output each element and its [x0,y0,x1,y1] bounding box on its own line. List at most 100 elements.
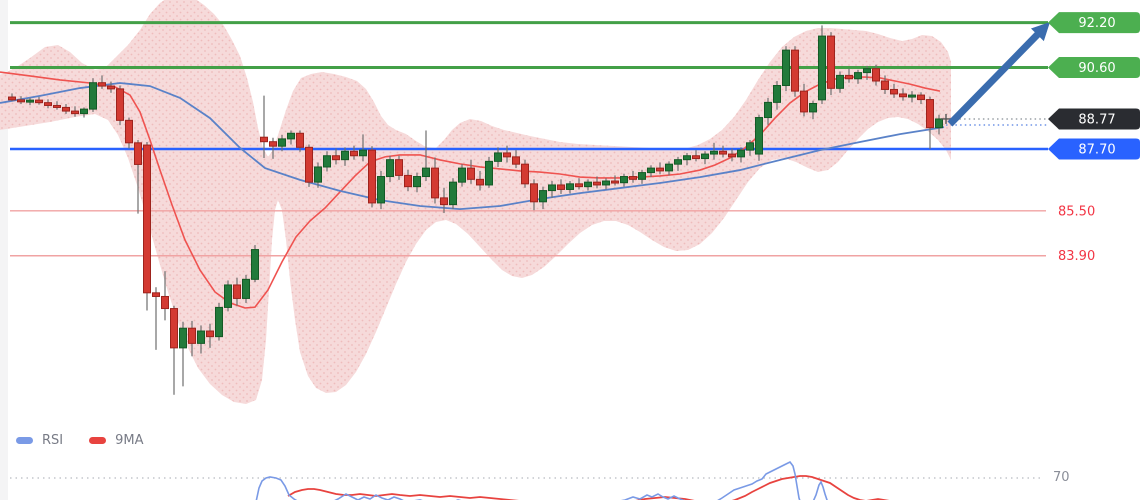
candle-down [8,96,16,101]
ma-line-slow-blue [0,82,945,211]
candle-down [143,144,151,294]
candle-down [269,141,277,147]
price-tag-92.20[interactable] [1048,12,1140,34]
candle-down [53,104,61,108]
candle-up [683,155,691,161]
candle-down [629,176,637,180]
candle-up [602,180,610,186]
candle-up [773,85,781,103]
legend-item-rsi[interactable]: RSI [16,433,63,448]
rsi-line [255,460,828,500]
candle-up [224,284,232,308]
candle-down [260,136,268,143]
price-label-83.90: 83.90 [1058,249,1095,264]
candle-down [530,183,538,203]
candle-down [98,82,106,87]
candle-up [314,166,322,183]
candle-down [512,156,520,165]
trend-arrow-head[interactable] [1030,22,1050,42]
candle-down [431,167,439,199]
candle-down [350,150,358,157]
candle-up [278,138,286,147]
trend-arrow[interactable] [947,31,1041,127]
candle-up [584,181,592,188]
candle-down [575,183,583,188]
candle-up [746,142,754,151]
candle-up [359,149,367,157]
candle-up [422,167,430,178]
candle-up [782,49,790,87]
candle-down [152,292,160,297]
candle-down [305,146,313,183]
price-label-85.50: 85.50 [1058,204,1095,219]
candle-up [494,152,502,162]
price-tag-88.77[interactable] [1048,108,1140,130]
candle-down [233,284,241,299]
candle-down [656,167,664,172]
candle-down [845,74,853,80]
candle-up [701,153,709,160]
candle-up [674,159,682,165]
candle-up [863,68,871,74]
candle-up [485,160,493,186]
candle-up [908,94,916,98]
candle-down [71,110,79,115]
candle-down [827,35,835,89]
candle-up [854,72,862,80]
candle-up [737,149,745,158]
candle-up [449,181,457,206]
bollinger-band-area [0,0,951,404]
candle-down [170,308,178,349]
candle-down [395,159,403,176]
candle-down [62,106,70,112]
candle-up [242,278,250,299]
candle-down [404,174,412,188]
candle-down [161,295,169,310]
candle-down [134,142,142,165]
candle-down [107,85,115,90]
nine-ma-legend-label: 9MA [115,433,144,448]
candle-down [206,330,214,338]
candle-up [836,74,844,89]
candle-down [890,88,898,95]
candle-up [539,190,547,203]
legend-item-9ma[interactable]: 9MA [89,433,144,448]
candle-down [557,184,565,190]
price-tag-label-88.77: 88.77 [1078,112,1115,127]
candle-down [692,155,700,160]
candle-up [215,306,223,338]
rsi-9ma-line [287,475,890,500]
candle-up [566,183,574,190]
candle-up [89,82,97,110]
candle-up [665,163,673,172]
candle-up [323,155,331,168]
candle-down [296,132,304,148]
candle-up [80,108,88,115]
price-tag-label-92.20: 92.20 [1078,16,1115,31]
candle-down [467,167,475,180]
candlestick-series [8,25,943,395]
candle-down [881,80,889,90]
candle-up [809,102,817,113]
candle-down [611,180,619,184]
candle-up [638,172,646,180]
candle-down [332,155,340,161]
candle-up [341,150,349,161]
price-tag-87.70[interactable] [1048,138,1140,160]
price-tag-90.60[interactable] [1048,57,1140,79]
candle-up [764,101,772,119]
candle-up [818,35,826,101]
candle-down [899,93,907,98]
candle-down [800,90,808,113]
candle-down [35,99,43,104]
candle-down [593,181,601,186]
candle-down [728,153,736,158]
candle-down [719,150,727,155]
candle-up [755,117,763,155]
candle-down [503,152,511,158]
candle-up [647,167,655,174]
candle-up [935,118,943,129]
chart-left-gutter [0,0,8,500]
